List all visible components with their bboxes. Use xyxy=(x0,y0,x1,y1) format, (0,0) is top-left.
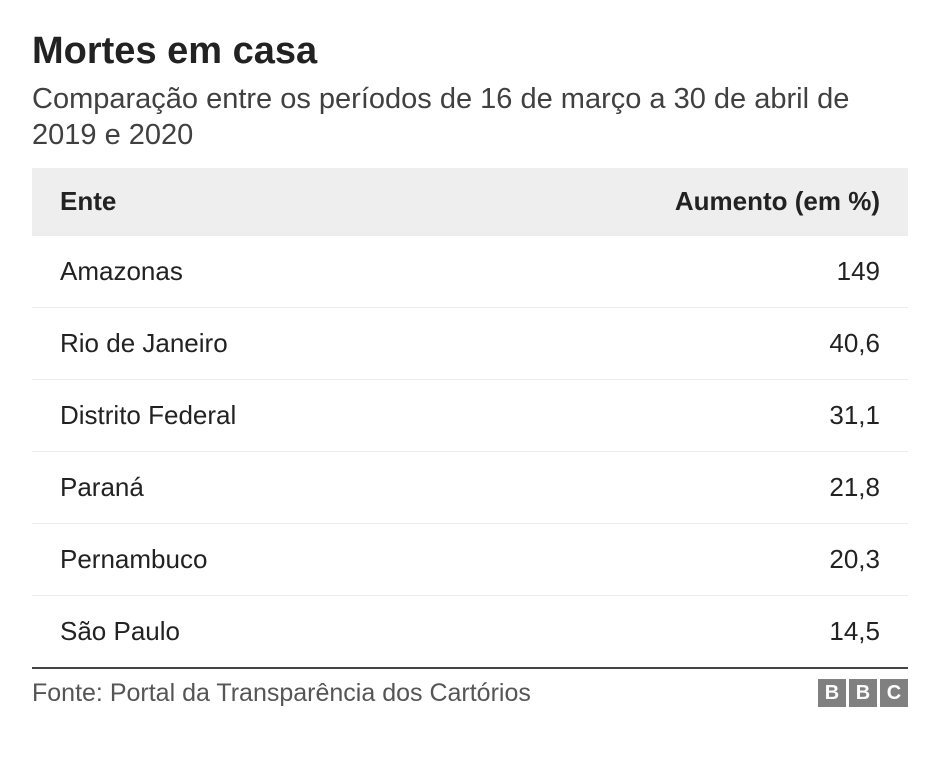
logo-letter: B xyxy=(818,679,846,707)
logo-letter: B xyxy=(849,679,877,707)
cell-ente: Pernambuco xyxy=(32,523,444,595)
chart-title: Mortes em casa xyxy=(32,30,908,73)
column-header-ente: Ente xyxy=(32,168,444,236)
cell-value: 31,1 xyxy=(444,379,908,451)
table-row: Paraná 21,8 xyxy=(32,451,908,523)
cell-value: 149 xyxy=(444,235,908,307)
logo-letter: C xyxy=(880,679,908,707)
footer: Fonte: Portal da Transparência dos Cartó… xyxy=(32,679,908,708)
table-row: Amazonas 149 xyxy=(32,235,908,307)
cell-ente: Rio de Janeiro xyxy=(32,307,444,379)
cell-ente: Paraná xyxy=(32,451,444,523)
column-header-aumento: Aumento (em %) xyxy=(444,168,908,236)
cell-value: 14,5 xyxy=(444,595,908,668)
chart-subtitle: Comparação entre os períodos de 16 de ma… xyxy=(32,81,908,154)
table-row: São Paulo 14,5 xyxy=(32,595,908,668)
table-header-row: Ente Aumento (em %) xyxy=(32,168,908,236)
cell-value: 21,8 xyxy=(444,451,908,523)
cell-ente: Distrito Federal xyxy=(32,379,444,451)
cell-value: 20,3 xyxy=(444,523,908,595)
table-row: Distrito Federal 31,1 xyxy=(32,379,908,451)
data-table: Ente Aumento (em %) Amazonas 149 Rio de … xyxy=(32,168,908,669)
cell-value: 40,6 xyxy=(444,307,908,379)
table-row: Pernambuco 20,3 xyxy=(32,523,908,595)
table-row: Rio de Janeiro 40,6 xyxy=(32,307,908,379)
bbc-logo: B B C xyxy=(818,679,908,707)
cell-ente: São Paulo xyxy=(32,595,444,668)
source-text: Fonte: Portal da Transparência dos Cartó… xyxy=(32,679,531,708)
cell-ente: Amazonas xyxy=(32,235,444,307)
